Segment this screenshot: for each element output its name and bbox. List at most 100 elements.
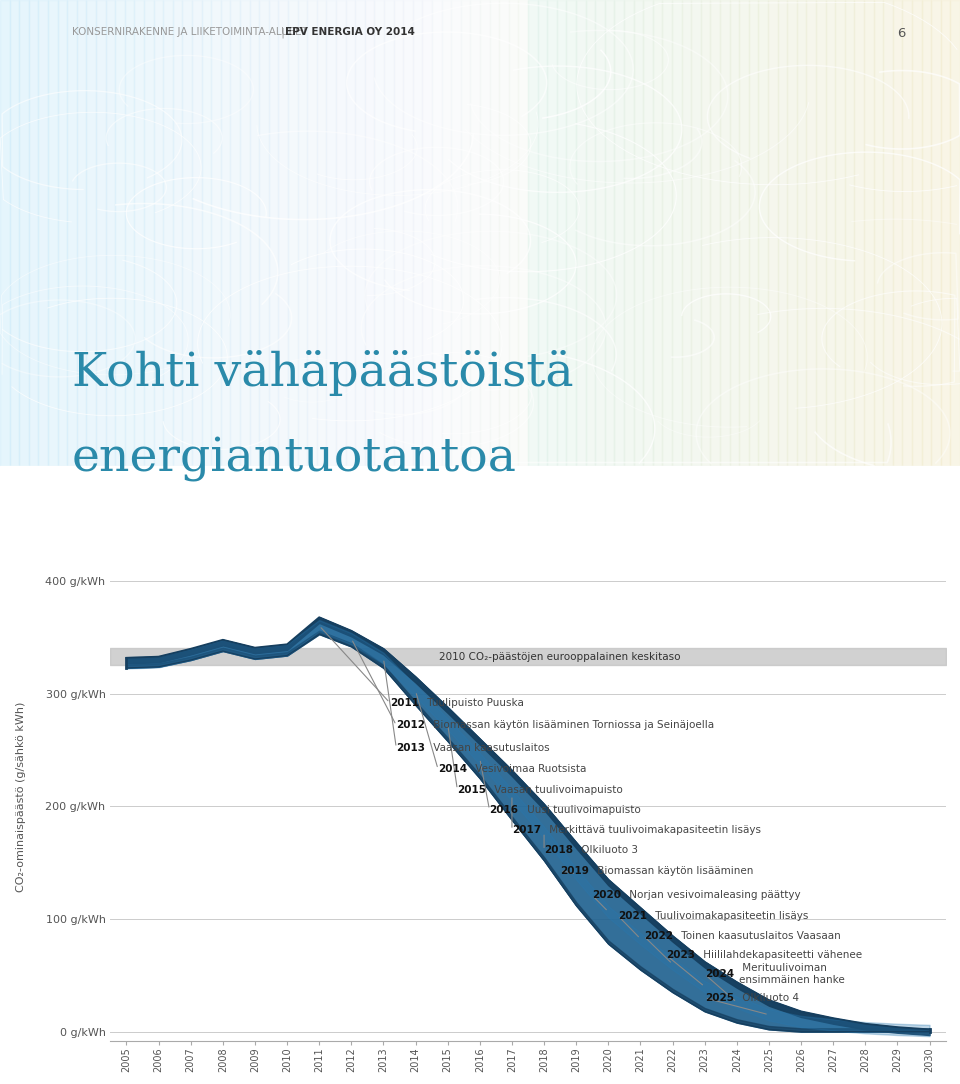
Text: Vaasan tuulivoimapuisto: Vaasan tuulivoimapuisto [492, 785, 623, 795]
Bar [269, 0, 278, 466]
Bar [922, 0, 931, 466]
Bar [826, 0, 835, 466]
Bar [115, 0, 125, 466]
Bar [394, 0, 403, 466]
Bar [38, 0, 48, 466]
Bar [451, 0, 461, 466]
Bar [221, 0, 230, 466]
Bar [634, 0, 643, 466]
Text: 2019: 2019 [560, 866, 589, 876]
Bar [624, 0, 634, 466]
Bar [806, 0, 816, 466]
Bar [288, 0, 298, 466]
Bar [307, 0, 317, 466]
Bar [605, 0, 614, 466]
Bar [192, 0, 202, 466]
Bar [58, 0, 67, 466]
Text: Olkiluoto 3: Olkiluoto 3 [578, 846, 638, 855]
Text: 2023: 2023 [666, 950, 695, 960]
Bar [374, 0, 384, 466]
Text: Biomassan käytön lisääminen Torniossa ja Seinäjoella: Biomassan käytön lisääminen Torniossa ja… [430, 721, 714, 731]
Bar [720, 0, 730, 466]
Text: 2016: 2016 [490, 804, 518, 815]
Text: 2021: 2021 [618, 911, 647, 920]
Bar [499, 0, 509, 466]
Bar [931, 0, 941, 466]
Text: 2025: 2025 [705, 993, 733, 1003]
Text: Vaasan kaasutuslaitos: Vaasan kaasutuslaitos [430, 743, 550, 753]
Bar [163, 0, 173, 466]
Bar [365, 0, 374, 466]
Bar [662, 0, 672, 466]
Text: Hiililahdekapasiteetti vähenee: Hiililahdekapasiteetti vähenee [700, 950, 862, 960]
Bar [941, 0, 950, 466]
Bar [403, 0, 413, 466]
Bar [595, 0, 605, 466]
Text: Biomassan käytön lisääminen: Biomassan käytön lisääminen [594, 866, 754, 876]
Text: Vesivoimaa Ruotsista: Vesivoimaa Ruotsista [472, 764, 587, 774]
Text: Olkiluoto 4: Olkiluoto 4 [739, 993, 799, 1003]
Bar [442, 0, 451, 466]
Bar [326, 0, 336, 466]
Text: Norjan vesivoimaleasing päättyy: Norjan vesivoimaleasing päättyy [626, 890, 801, 901]
Bar [182, 0, 192, 466]
Bar [48, 0, 58, 466]
Text: Uusi tuulivoimapuisto: Uusi tuulivoimapuisto [523, 804, 640, 815]
Bar [710, 0, 720, 466]
Bar [749, 0, 758, 466]
Text: Tuulipuisto Puuska: Tuulipuisto Puuska [424, 698, 524, 708]
Bar [154, 0, 163, 466]
Bar [461, 0, 470, 466]
Bar [797, 0, 806, 466]
Bar [230, 0, 240, 466]
Bar [317, 0, 326, 466]
Bar [240, 0, 250, 466]
Bar [701, 0, 710, 466]
Bar [864, 0, 874, 466]
Bar [0, 466, 960, 1084]
Bar [758, 0, 768, 466]
Bar [19, 0, 29, 466]
Bar [86, 0, 96, 466]
Bar [912, 0, 922, 466]
Bar [576, 0, 586, 466]
Text: Tuulivoimakapasiteetin lisäys: Tuulivoimakapasiteetin lisäys [652, 911, 808, 920]
Bar [384, 0, 394, 466]
Bar [730, 0, 739, 466]
Text: 2014: 2014 [438, 764, 468, 774]
Bar [854, 0, 864, 466]
Bar [355, 0, 365, 466]
Bar [67, 0, 77, 466]
Bar [950, 0, 960, 466]
Bar [528, 0, 538, 466]
Bar [518, 0, 528, 466]
Bar [432, 0, 442, 466]
Bar [346, 0, 355, 466]
Bar [902, 0, 912, 466]
Bar [682, 0, 691, 466]
Text: 2012: 2012 [396, 721, 425, 731]
Bar [614, 0, 624, 466]
Bar [778, 0, 787, 466]
Bar [470, 0, 480, 466]
Bar [413, 0, 422, 466]
Bar [509, 0, 518, 466]
Bar [134, 0, 144, 466]
Bar [672, 0, 682, 466]
Bar [845, 0, 854, 466]
Bar [691, 0, 701, 466]
Bar [538, 0, 547, 466]
Bar [336, 0, 346, 466]
Bar [883, 0, 893, 466]
Bar [835, 0, 845, 466]
Text: 2018: 2018 [544, 846, 573, 855]
Bar [259, 0, 269, 466]
Bar [893, 0, 902, 466]
Text: |: | [278, 27, 289, 38]
Text: CO₂-ominaispäästö (g/sähkö kWh): CO₂-ominaispäästö (g/sähkö kWh) [16, 701, 26, 892]
Text: 2017: 2017 [512, 825, 541, 835]
Text: 2013: 2013 [396, 743, 425, 753]
Text: KONSERNIRAKENNE JA LIIKETOIMINTA-ALUEET: KONSERNIRAKENNE JA LIIKETOIMINTA-ALUEET [72, 27, 308, 37]
Text: Merituulivoiman
ensimmäinen hanke: Merituulivoiman ensimmäinen hanke [739, 964, 845, 985]
Text: 2011: 2011 [390, 698, 419, 708]
